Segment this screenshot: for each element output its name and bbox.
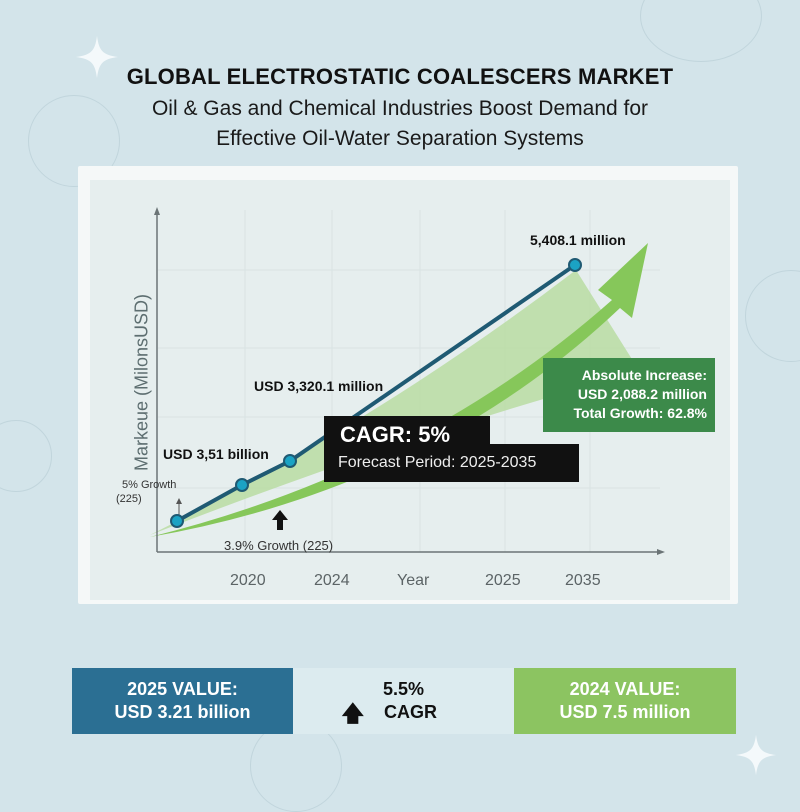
page-subtitle: Oil & Gas and Chemical Industries Boost … [0,94,800,154]
x-tick-2024: 2024 [314,572,350,589]
stat-2024-amount: USD 7.5 million [559,702,691,722]
label-early-value: USD 3,51 billion [163,446,269,462]
stat-2024-value: 2024 VALUE: USD 7.5 million [514,668,736,734]
y-axis-label: Markeue (MilonsUSD) [131,293,152,472]
up-arrow-icon: 🡅 [341,701,365,726]
sparkle-icon [735,734,777,776]
cagr-title: CAGR: 5% [340,422,451,447]
label-growth-left: 5% Growth (225) [116,478,176,506]
label-growth-bottom: 3.9% Growth (225) [224,538,334,553]
forecast-period: Forecast Period: 2025-2035 [338,454,537,471]
absolute-increase-label: Absolute Increase: [581,367,707,383]
x-tick-2035: 2035 [565,572,601,589]
stat-cagr-value: 5.5% [382,679,425,699]
stat-2025-value: 2025 VALUE: USD 3.21 billion [72,668,293,734]
total-growth: Total Growth: 62.8% [573,405,707,421]
x-axis-label: Year [397,572,430,589]
label-end-value: 5,408.1 million [530,232,626,248]
subtitle-line-1: Oil & Gas and Chemical Industries Boost … [151,97,649,120]
page-title: GLOBAL ELECTROSTATIC COALESCERS MARKET [126,64,674,89]
label-growth-left-line2: (225) [116,493,142,505]
label-mid-value: USD 3,320.1 million [254,378,384,394]
x-tick-2020: 2020 [230,572,266,589]
absolute-increase-box: Absolute Increase: USD 2,088.2 million T… [543,358,715,432]
label-growth-left-line1: 5% Growth [122,479,177,491]
x-tick-2025: 2025 [485,572,521,589]
background-decoration [28,95,120,187]
stat-cagr-label: CAGR [384,702,437,722]
absolute-increase-value: USD 2,088.2 million [577,386,707,402]
cagr-box [324,444,579,482]
sparkle-icon [76,36,118,78]
stat-2025-amount: USD 3.21 billion [114,702,251,722]
stat-cagr: 5.5% 🡅 CAGR [293,668,514,734]
subtitle-line-2: Effective Oil-Water Separation Systems [216,127,584,150]
stat-2025-label: 2025 VALUE: [127,679,238,699]
stat-2024-label: 2024 VALUE: [569,679,681,699]
